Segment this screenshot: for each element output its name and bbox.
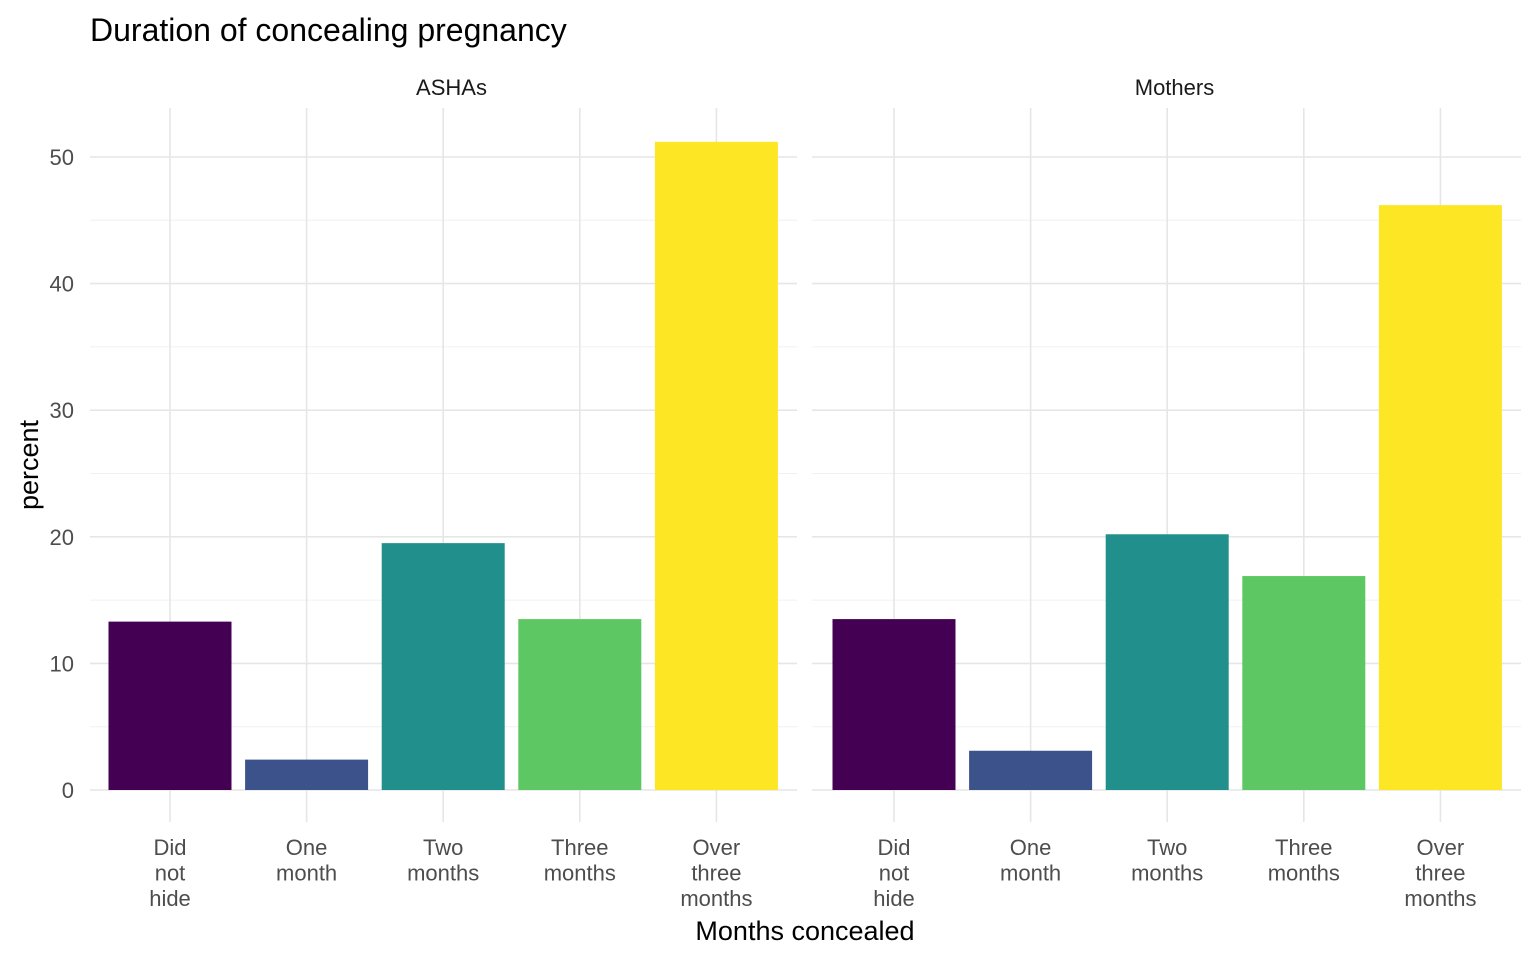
- x-tick-label: Over three months: [680, 835, 752, 911]
- x-tick-label: Two months: [407, 835, 479, 886]
- x-tick-label-line: three: [1415, 861, 1465, 886]
- y-tick-label: 20: [50, 525, 74, 550]
- bar-mothers-0: [832, 619, 956, 790]
- x-tick-label-line: Did: [877, 835, 910, 860]
- x-tick-label: Three months: [1268, 835, 1340, 886]
- bar-mothers-4: [1378, 205, 1502, 790]
- x-tick-label-line: Two: [423, 835, 463, 860]
- x-tick-label: Three months: [544, 835, 616, 886]
- x-tick-label-line: Over: [693, 835, 741, 860]
- x-tick-label-line: months: [544, 861, 616, 886]
- bar-ashas-1: [245, 759, 369, 790]
- x-tick-label-line: not: [155, 861, 186, 886]
- x-tick-label-line: One: [1010, 835, 1052, 860]
- x-tick-label-line: month: [276, 861, 337, 886]
- x-tick-label-line: Over: [1417, 835, 1465, 860]
- y-tick-label: 0: [62, 778, 74, 803]
- x-tick-label-line: months: [680, 886, 752, 911]
- bar-ashas-4: [654, 141, 778, 791]
- bar-ashas-2: [381, 543, 505, 790]
- x-tick-label-line: months: [1131, 861, 1203, 886]
- x-tick-label-line: three: [691, 861, 741, 886]
- x-tick-label-line: Did: [153, 835, 186, 860]
- x-tick-label-line: months: [1404, 886, 1476, 911]
- x-tick-label-line: not: [879, 861, 910, 886]
- x-tick-label: Did not hide: [149, 835, 191, 911]
- x-tick-label: Over three months: [1404, 835, 1476, 911]
- x-tick-label-line: month: [1000, 861, 1061, 886]
- x-tick-label-line: Three: [1275, 835, 1332, 860]
- y-tick-label: 10: [50, 651, 74, 676]
- x-tick-label-line: One: [286, 835, 328, 860]
- x-tick-label-line: hide: [873, 886, 915, 911]
- bar-ashas-0: [108, 621, 232, 790]
- x-tick-label: Two months: [1131, 835, 1203, 886]
- x-tick-label-line: Three: [551, 835, 608, 860]
- bar-mothers-2: [1105, 534, 1229, 790]
- facet-strip-label: ASHAs: [416, 75, 487, 100]
- x-tick-label-line: Two: [1147, 835, 1187, 860]
- y-tick-label: 50: [50, 145, 74, 170]
- bar-mothers-3: [1242, 576, 1366, 790]
- y-tick-label: 40: [50, 272, 74, 297]
- x-tick-label-line: months: [1268, 861, 1340, 886]
- x-tick-label: One month: [276, 835, 337, 886]
- bar-mothers-1: [969, 750, 1093, 790]
- x-tick-label-line: months: [407, 861, 479, 886]
- x-axis-label: Months concealed: [695, 916, 914, 946]
- bar-ashas-3: [518, 619, 642, 790]
- y-axis-label: percent: [14, 419, 44, 510]
- x-tick-label: One month: [1000, 835, 1061, 886]
- x-tick-label: Did not hide: [873, 835, 915, 911]
- chart-title: Duration of concealing pregnancy: [90, 12, 567, 48]
- facet-strip-label: Mothers: [1135, 75, 1214, 100]
- x-tick-label-line: hide: [149, 886, 191, 911]
- y-tick-label: 30: [50, 398, 74, 423]
